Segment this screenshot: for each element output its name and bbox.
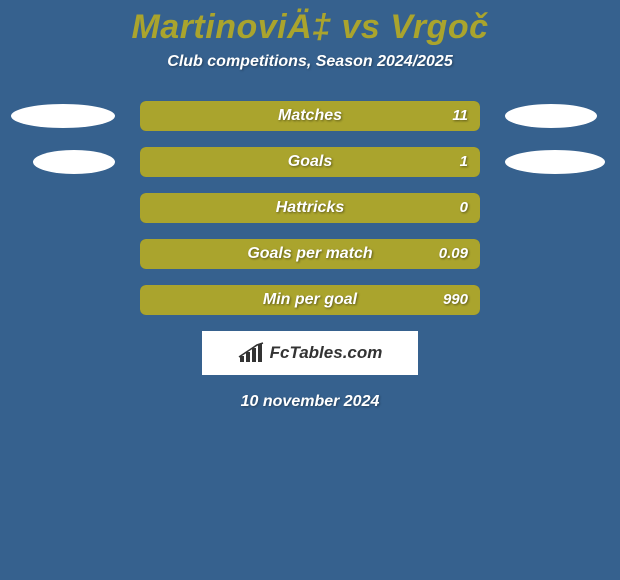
- bar-fill: [140, 285, 480, 315]
- chart-icon: [238, 342, 264, 364]
- bar-track: [140, 193, 480, 223]
- right-ellipse: [505, 150, 605, 174]
- stat-row-goals: Goals 1: [0, 147, 620, 177]
- bar-fill: [140, 193, 480, 223]
- bar-fill: [140, 101, 480, 131]
- comparison-infographic: MartinoviÄ‡ vs Vrgoč Club competitions, …: [0, 0, 620, 580]
- logo-text: FcTables.com: [270, 343, 383, 363]
- date-text: 10 november 2024: [0, 393, 620, 411]
- bar-track: [140, 101, 480, 131]
- left-ellipse: [33, 150, 115, 174]
- bar-fill: [140, 147, 480, 177]
- stats-area: Matches 11 Goals 1 Hattricks 0: [0, 101, 620, 315]
- bar-track: [140, 147, 480, 177]
- bar-fill: [140, 239, 480, 269]
- stat-row-hattricks: Hattricks 0: [0, 193, 620, 223]
- stat-row-matches: Matches 11: [0, 101, 620, 131]
- bar-track: [140, 285, 480, 315]
- right-ellipse: [505, 104, 597, 128]
- page-title: MartinoviÄ‡ vs Vrgoč: [0, 0, 620, 47]
- stat-row-min-per-goal: Min per goal 990: [0, 285, 620, 315]
- bar-track: [140, 239, 480, 269]
- fctables-logo: FcTables.com: [202, 331, 418, 375]
- page-subtitle: Club competitions, Season 2024/2025: [0, 53, 620, 71]
- left-ellipse: [11, 104, 115, 128]
- stat-row-goals-per-match: Goals per match 0.09: [0, 239, 620, 269]
